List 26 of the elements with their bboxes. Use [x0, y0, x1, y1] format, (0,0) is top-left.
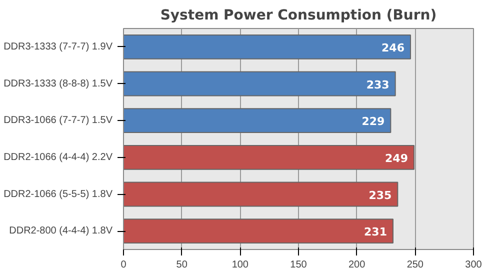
y-tick-label: DDR2-1066 (5-5-5) 1.8V [4, 188, 113, 200]
data-label: 249 [385, 152, 408, 165]
y-tick-label: DDR3-1333 (8-8-8) 1.5V [4, 78, 113, 90]
bar [124, 71, 396, 96]
y-tick-label: DDR3-1333 (7-7-7) 1.9V [4, 41, 113, 52]
chart-title: System Power Consumption (Burn) [160, 8, 437, 24]
data-label: 246 [382, 41, 405, 54]
bar [124, 218, 394, 244]
bar [124, 34, 411, 60]
x-tick-label: 100 [232, 260, 249, 270]
x-tick-label: 250 [406, 260, 424, 270]
bar [124, 182, 398, 207]
data-label: 235 [368, 188, 392, 202]
x-tick-label: 300 [465, 260, 482, 270]
data-label: 233 [366, 78, 390, 92]
data-label: 229 [362, 115, 385, 128]
x-tick-label: 150 [290, 260, 308, 270]
bar [124, 108, 392, 134]
x-tick-label: 0 [120, 260, 127, 270]
data-label: 231 [364, 226, 388, 239]
y-tick-label: DDR2-800 (4-4-4) 1.8V [9, 226, 113, 237]
y-tick-label: DDR2-1066 (4-4-4) 2.2V [4, 152, 113, 163]
bar [124, 144, 414, 170]
x-tick-label: 50 [176, 260, 188, 270]
y-tick-label: DDR3-1066 (7-7-7) 1.5V [4, 115, 113, 126]
x-tick-label: 200 [348, 260, 366, 270]
